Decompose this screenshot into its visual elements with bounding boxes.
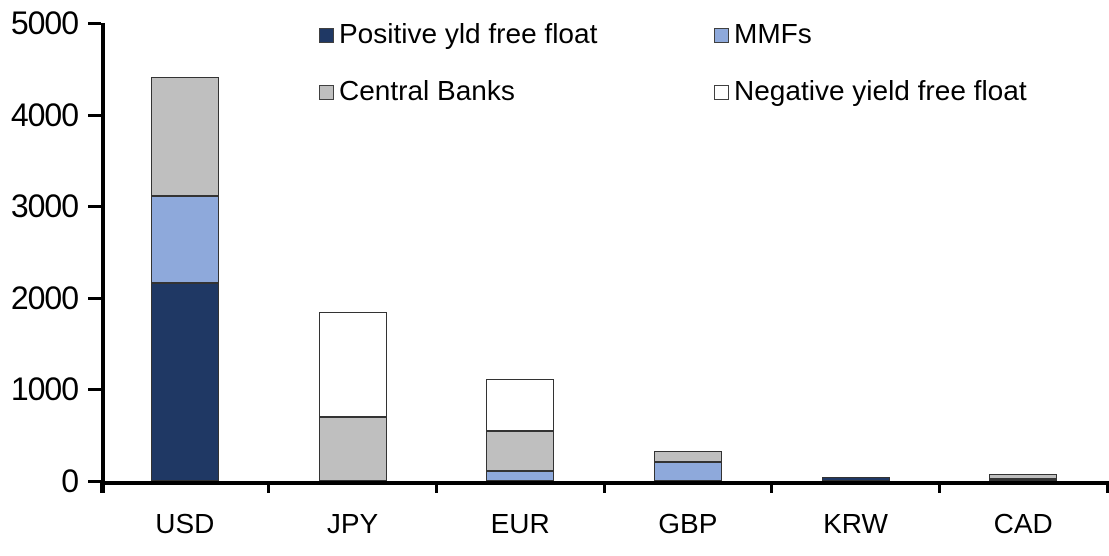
legend-swatch-mmfs <box>714 28 729 43</box>
x-category-label-eur: EUR <box>490 508 550 539</box>
x-category-label-cad: CAD <box>993 508 1053 539</box>
y-tick-mark <box>88 388 101 392</box>
bar-segment-gbp-mmfs <box>653 461 722 481</box>
plot-area <box>101 23 1107 481</box>
x-category-label-usd: USD <box>155 508 215 539</box>
y-tick-mark <box>88 480 101 483</box>
x-tick-mark <box>267 481 271 493</box>
bar-segment-cad-central-banks <box>989 474 1058 479</box>
x-tick-mark <box>602 481 606 493</box>
bar-segment-krw-positive-yld-free-float <box>821 477 890 481</box>
y-tick-mark <box>88 205 101 209</box>
legend-label-negative-yield-free-float: Negative yield free float <box>734 75 1027 106</box>
y-tick-mark <box>88 22 101 25</box>
x-tick-mark <box>99 481 103 493</box>
x-category-label-gbp: GBP <box>658 508 718 539</box>
x-tick-mark <box>937 481 941 493</box>
y-axis <box>101 23 105 493</box>
legend-label-positive-yld-free-float: Positive yld free float <box>339 18 598 49</box>
y-tick-label: 2000 <box>10 279 79 316</box>
bar-segment-usd-central-banks <box>150 77 219 197</box>
bar-segment-jpy-central-banks <box>318 416 387 481</box>
y-tick-label: 4000 <box>10 96 79 133</box>
y-tick-label: 0 <box>61 463 79 499</box>
bar-segment-jpy-negative-yield-free-float <box>318 311 387 417</box>
bar-segment-gbp-central-banks <box>653 450 722 462</box>
bar-segment-usd-mmfs <box>150 196 219 284</box>
legend-swatch-positive-yld-free-float <box>319 28 334 43</box>
legend-label-mmfs: MMFs <box>734 18 812 49</box>
legend-label-central-banks: Central Banks <box>339 75 515 106</box>
x-tick-mark <box>1105 481 1109 493</box>
legend-swatch-negative-yield-free-float <box>714 85 729 100</box>
bar-segment-usd-positive-yld-free-float <box>150 283 219 481</box>
x-category-label-jpy: JPY <box>326 508 379 539</box>
y-tick-mark <box>88 296 101 300</box>
bar-segment-eur-central-banks <box>486 431 555 471</box>
y-tick-label: 3000 <box>10 188 79 225</box>
x-tick-mark <box>434 481 438 493</box>
bar-segment-eur-negative-yield-free-float <box>486 379 555 432</box>
bar-segment-eur-mmfs <box>486 470 555 481</box>
y-tick-mark <box>88 113 101 117</box>
y-tick-label: 1000 <box>10 371 79 408</box>
legend-swatch-central-banks <box>319 85 334 100</box>
bar-segment-cad-positive-yld-free-float <box>989 478 1058 481</box>
x-tick-mark <box>770 481 774 493</box>
y-tick-label: 5000 <box>10 5 79 41</box>
x-category-label-krw: KRW <box>823 508 888 539</box>
